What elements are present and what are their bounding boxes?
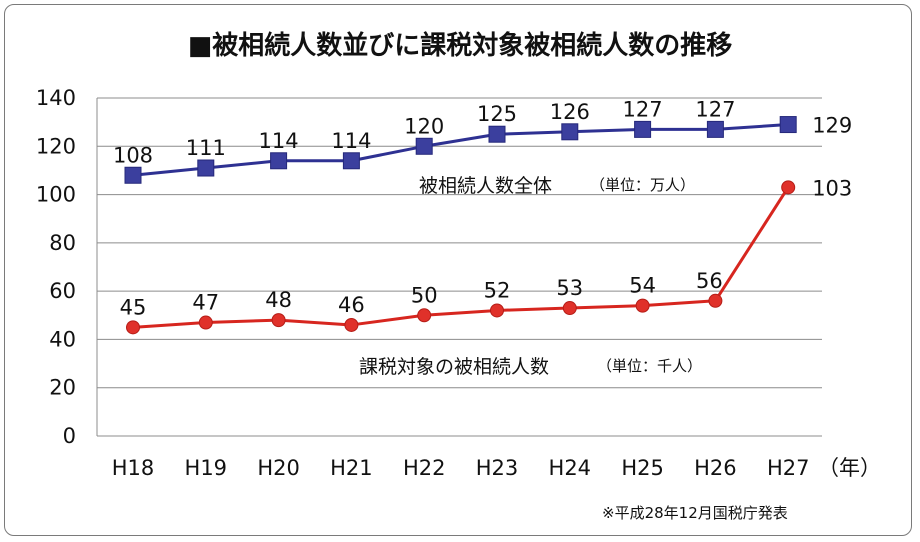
series-1-data-label: 127 bbox=[695, 97, 735, 121]
series-2-data-label: 46 bbox=[338, 293, 365, 317]
series-1-data-label: 108 bbox=[113, 143, 153, 167]
series-2-data-label: 50 bbox=[411, 283, 438, 307]
y-tick-label: 60 bbox=[49, 279, 76, 303]
series-1-point bbox=[197, 159, 215, 177]
series-1-point bbox=[561, 123, 579, 141]
series-2-name: 課税対象の被相続人数 bbox=[359, 356, 549, 378]
grid bbox=[97, 97, 822, 389]
series-2-point bbox=[126, 320, 140, 335]
y-tick-label: 20 bbox=[49, 376, 76, 400]
series-2-data-label: 53 bbox=[556, 276, 583, 300]
series-1-name: 被相続人数全体 bbox=[419, 175, 552, 197]
series-2-unit: （単位：千人） bbox=[597, 357, 702, 375]
series-layer: 108 111 114 114 120 125 126 127 127 129 45 47 48 46 50… bbox=[113, 97, 852, 335]
series-1-unit: （単位：万人） bbox=[590, 176, 695, 194]
chart-title: ■被相続人数並びに課税対象被相続人数の推移 bbox=[188, 30, 733, 61]
series-1-point bbox=[779, 116, 797, 134]
series-2-data-label: 103 bbox=[812, 176, 852, 200]
source-note: ※平成28年12月国税庁発表 bbox=[602, 504, 788, 522]
series-2-point bbox=[344, 317, 359, 332]
series-1-point bbox=[124, 166, 142, 184]
x-tick-label: H19 bbox=[185, 456, 228, 480]
series-2-data-label: 45 bbox=[120, 295, 147, 319]
y-tick-label: 0 bbox=[63, 424, 76, 448]
y-tick-label: 140 bbox=[36, 86, 76, 110]
series-1-line bbox=[132, 123, 789, 177]
series-1-data-label: 129 bbox=[812, 114, 852, 138]
series-1-point bbox=[415, 137, 433, 155]
x-tick-label: H18 bbox=[112, 456, 155, 480]
x-tick-label: H26 bbox=[694, 456, 737, 480]
series-2-data-label: 47 bbox=[192, 291, 219, 315]
series-1-point bbox=[634, 120, 652, 138]
chart-frame bbox=[4, 4, 912, 536]
x-tick-label: H23 bbox=[476, 456, 519, 480]
series-2-data-label: 52 bbox=[484, 278, 511, 302]
series-1-point bbox=[342, 152, 360, 170]
series-2-point bbox=[271, 313, 286, 328]
series-2-data-label: 56 bbox=[696, 269, 723, 293]
series-1-point bbox=[706, 120, 724, 138]
series-2-data-label: 54 bbox=[629, 274, 656, 298]
series-2-point bbox=[417, 308, 432, 323]
series-2-point bbox=[708, 293, 723, 308]
series-2-point bbox=[781, 180, 796, 195]
x-tick-label: H24 bbox=[549, 456, 592, 480]
x-tick-label: H25 bbox=[621, 456, 664, 480]
x-tick-label: H20 bbox=[257, 456, 300, 480]
axes: 0 20 40 60 80 100 120 140 H18 H19 H20 H21 H22 H23 H24 H… bbox=[36, 86, 822, 480]
series-1-data-label: 125 bbox=[477, 102, 517, 126]
y-tick-label: 40 bbox=[49, 327, 76, 351]
series-1-data-label: 126 bbox=[550, 100, 590, 124]
series-2-data-label: 48 bbox=[265, 288, 292, 312]
y-tick-label: 120 bbox=[36, 134, 76, 158]
series-1-data-label: 114 bbox=[331, 129, 371, 153]
series-2-point bbox=[562, 301, 577, 316]
series-1-data-label: 120 bbox=[404, 114, 444, 138]
series-2-line bbox=[132, 186, 790, 329]
series-2-point bbox=[635, 298, 650, 313]
series-1-data-label: 111 bbox=[186, 136, 226, 160]
y-tick-label: 80 bbox=[49, 231, 76, 255]
series-1-data-label: 127 bbox=[623, 97, 663, 121]
y-tick-label: 100 bbox=[36, 183, 76, 207]
x-axis-unit: （年） bbox=[818, 456, 881, 480]
x-tick-label: H21 bbox=[330, 456, 373, 480]
series-1-point bbox=[488, 125, 506, 143]
series-1-point bbox=[270, 152, 288, 170]
series-1-data-label: 114 bbox=[259, 129, 299, 153]
series-2-point bbox=[198, 315, 213, 330]
series-2-point bbox=[490, 303, 504, 318]
x-tick-label: H27 bbox=[767, 456, 810, 480]
x-tick-label: H22 bbox=[403, 456, 446, 480]
